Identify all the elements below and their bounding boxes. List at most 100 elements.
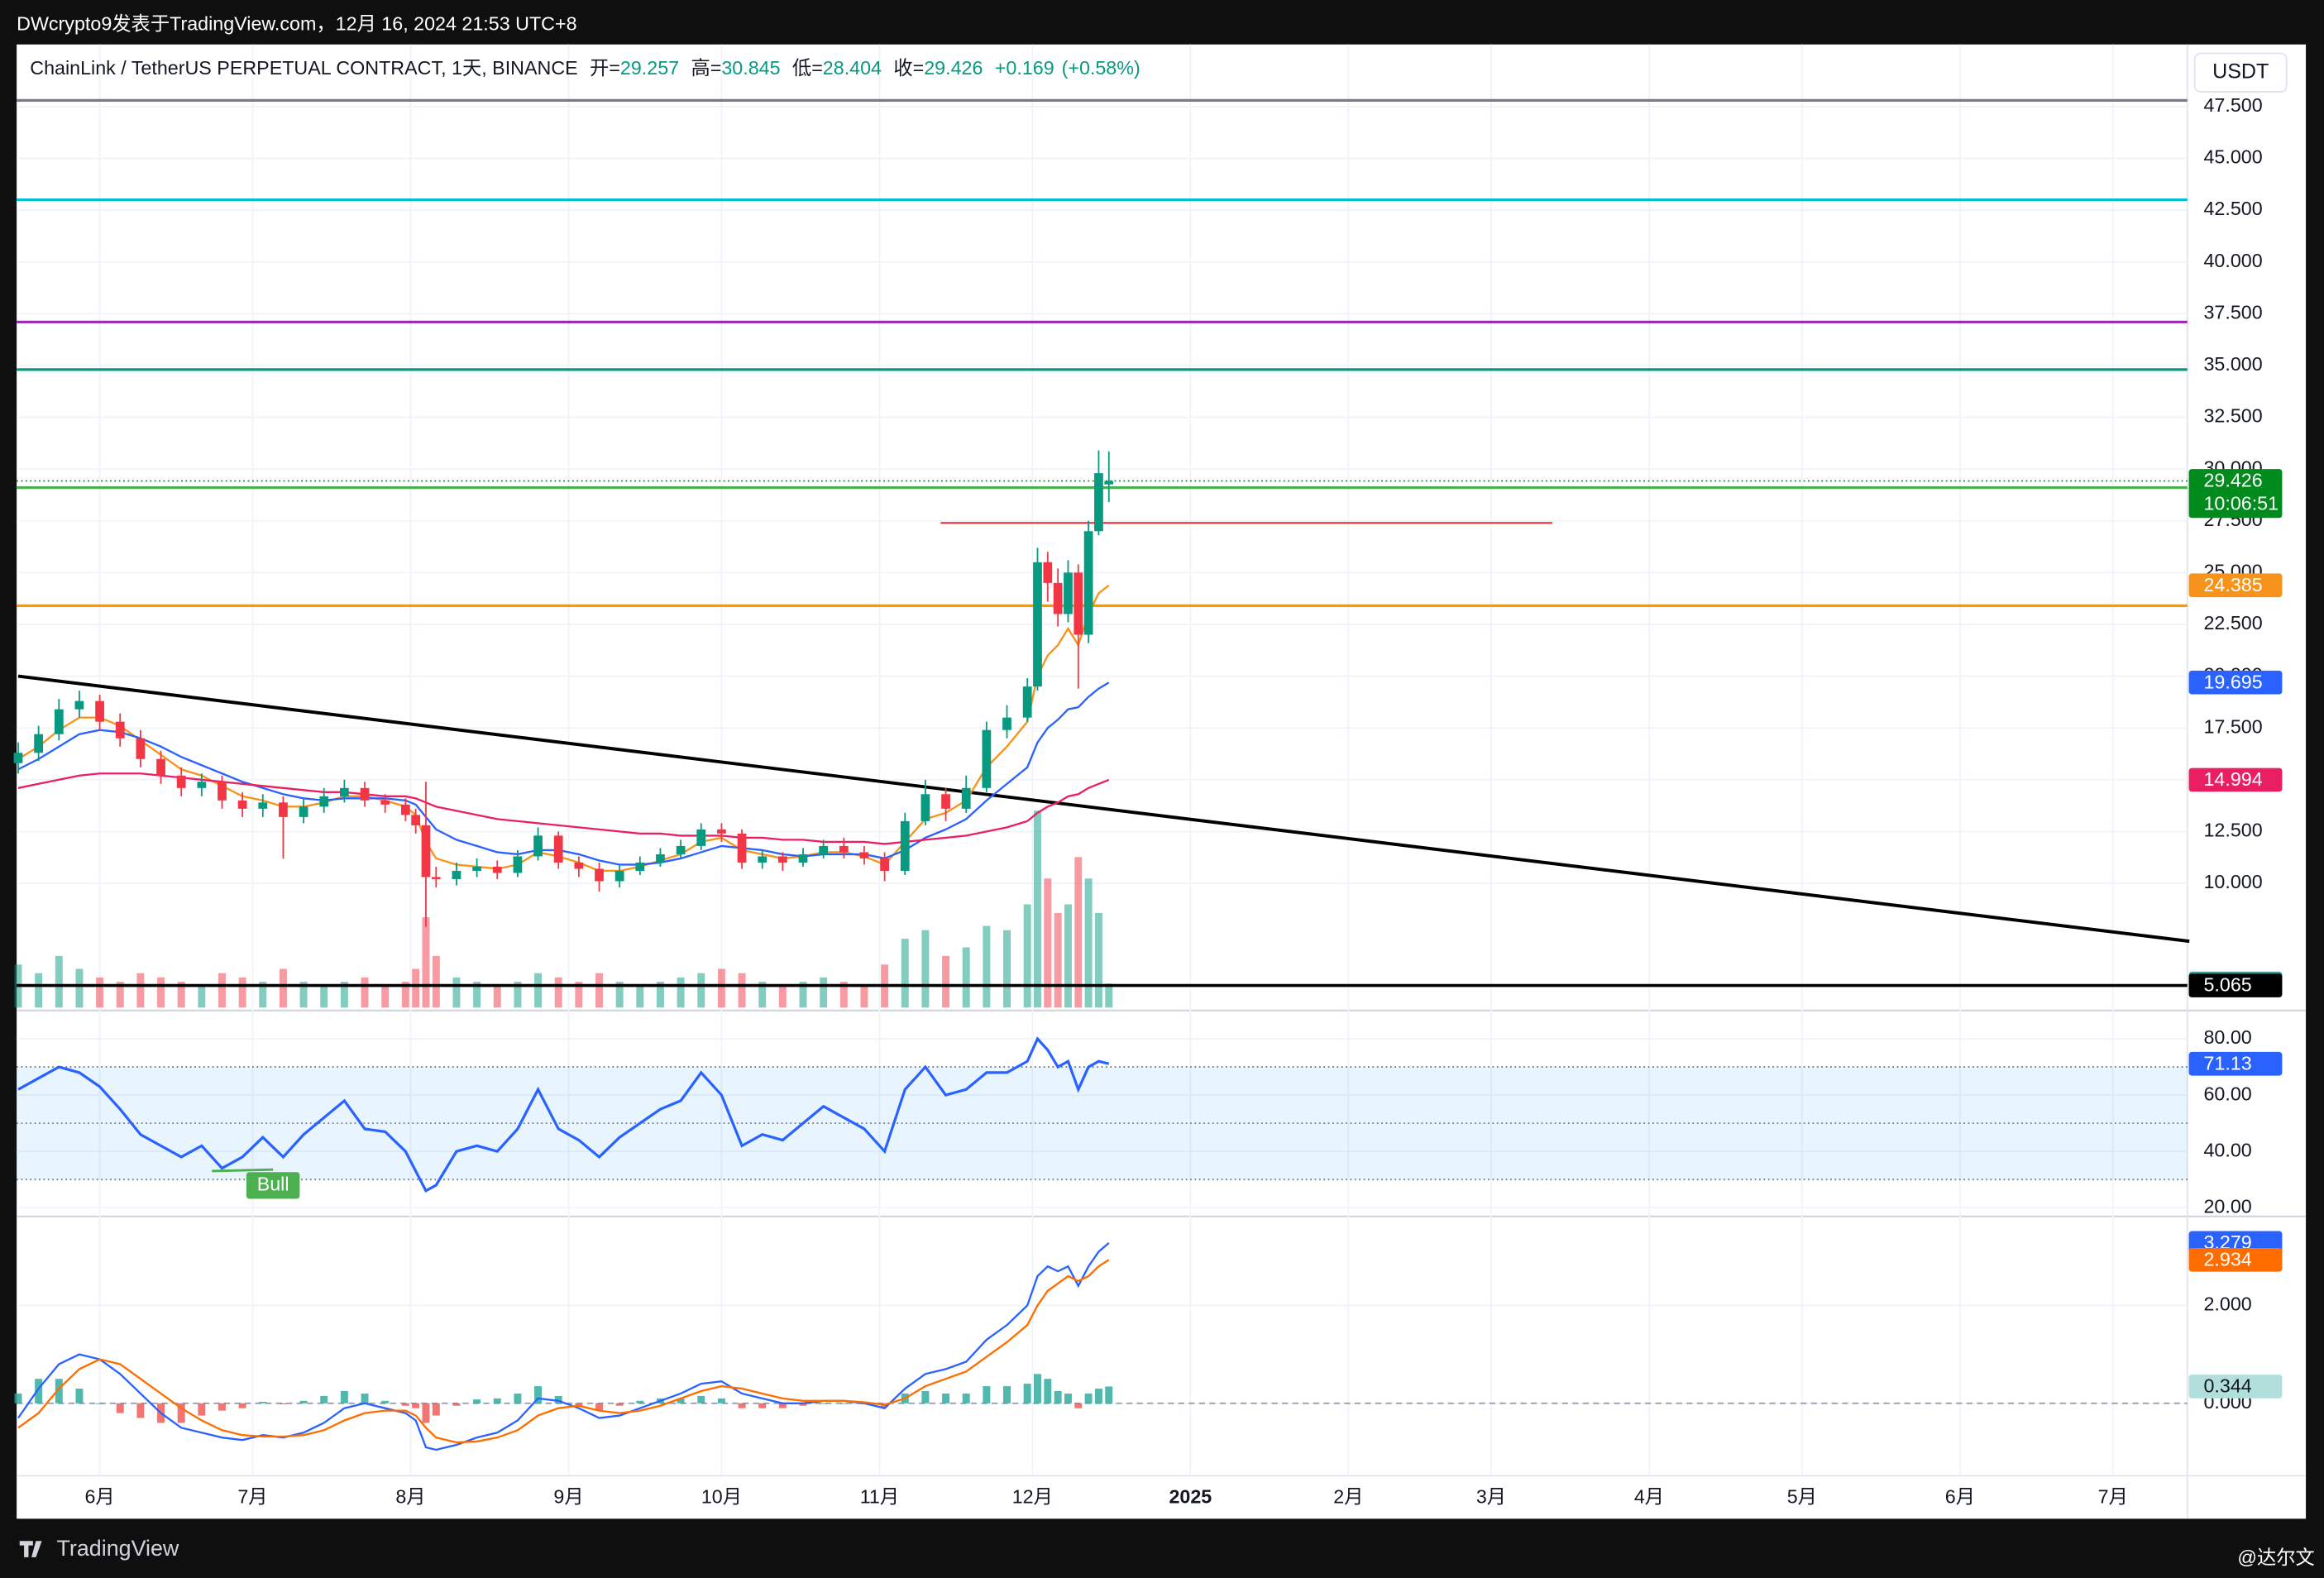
candle-body (1053, 582, 1063, 614)
volume-bar (839, 982, 848, 1008)
y-tick-label: 12.500 (2203, 820, 2262, 841)
volume-bar (1044, 878, 1052, 1008)
price-tag (2188, 670, 2283, 695)
macd-histogram-bar (1064, 1393, 1072, 1403)
volume-bar (422, 917, 430, 1008)
volume-bar (860, 986, 868, 1008)
volume-bar (1054, 912, 1062, 1008)
volume-bar (473, 982, 481, 1008)
candle-body (839, 845, 849, 853)
change-value: +0.169 (995, 57, 1054, 79)
candle-body (279, 802, 288, 817)
macd-histogram-bar (1105, 1386, 1113, 1403)
candle-body (574, 862, 584, 869)
candle-body (340, 787, 349, 796)
volume-bar (279, 968, 287, 1008)
candle-body (452, 870, 461, 879)
header-title: DWcrypto9发表于TradingView.com，12月 16, 2024… (17, 13, 576, 35)
macd-histogram-bar (422, 1403, 430, 1423)
candle-body (553, 835, 563, 863)
volume-bar (942, 955, 950, 1008)
volume-bar (432, 955, 440, 1008)
countdown: 10:06:51 (2203, 492, 2279, 514)
rsi-tick-label: 80.00 (2203, 1026, 2251, 1048)
candle-body (656, 854, 665, 863)
ohlc-label: 收= (893, 57, 924, 79)
ohlc-label: 高= (691, 57, 721, 79)
candle-body (717, 829, 726, 834)
candle-body (1094, 473, 1103, 532)
candle-body (1033, 562, 1042, 687)
y-tick-label: 32.500 (2203, 405, 2262, 427)
volume-bar (412, 968, 420, 1008)
divergence-line (212, 1168, 274, 1173)
change-percent: (+0.58%) (1062, 57, 1140, 79)
macd-histogram-bar (1034, 1374, 1041, 1403)
macd-histogram-bar (432, 1403, 440, 1416)
volume-bar (1064, 904, 1072, 1008)
macd-histogram-bar (493, 1398, 501, 1403)
x-tick-label: 3月 (1476, 1485, 1506, 1507)
price-tag (2188, 767, 2283, 792)
volume-bar (656, 982, 664, 1008)
candle-body (176, 775, 186, 788)
macd-histogram-bar (534, 1386, 543, 1403)
volume-bar (595, 973, 603, 1008)
rsi-tick-label: 20.00 (2203, 1195, 2251, 1217)
volume-bar (778, 986, 787, 1008)
macd-histogram-bar (381, 1400, 390, 1403)
ohlc-label: 开= (590, 57, 620, 79)
volume-bar (381, 986, 390, 1008)
macd-histogram-bar (116, 1403, 124, 1413)
macd-histogram-bar (238, 1403, 246, 1408)
macd-histogram-bar (320, 1395, 328, 1403)
candle-body (1022, 686, 1032, 718)
macd-histogram-bar (75, 1389, 84, 1403)
candle-body (411, 815, 421, 825)
macd-histogram-bar (820, 1403, 828, 1404)
volume-bar (493, 986, 501, 1008)
candle-body (95, 701, 104, 722)
candle-body (595, 868, 604, 882)
volume-bar (238, 977, 246, 1008)
price-tag (2188, 469, 2283, 519)
y-tick-label: 42.500 (2203, 198, 2262, 219)
volume-bar (75, 968, 84, 1008)
macd-histogram-bar (96, 1403, 104, 1404)
macd-histogram-bar (778, 1403, 787, 1408)
candle-body (819, 845, 829, 854)
rsi-line (17, 1036, 1110, 1193)
macd-histogram-bar (279, 1403, 287, 1404)
candle-body (1083, 531, 1093, 635)
rsi-tick-label: 60.00 (2203, 1083, 2251, 1104)
macd-histogram-bar (758, 1403, 767, 1408)
candle-body (513, 856, 523, 873)
legend: ChainLink / TetherUS PERPETUAL CONTRACT,… (30, 57, 1140, 79)
price-tag (2188, 1051, 2283, 1076)
price-tag-label: 5.065 (2203, 974, 2251, 996)
candle-body (54, 709, 64, 734)
macd-histogram-bar (361, 1393, 369, 1403)
macd-histogram-bar (717, 1398, 725, 1403)
candle-body (1043, 562, 1053, 583)
volume-bar (1074, 857, 1083, 1008)
y-tick-label: 37.500 (2203, 301, 2262, 323)
candle-body (34, 734, 44, 753)
volume-bar (136, 973, 145, 1008)
x-tick-label: 12月 (1012, 1485, 1053, 1507)
currency-label[interactable]: USDT (2212, 60, 2269, 83)
currency-button[interactable] (2193, 52, 2288, 93)
price-tag (2188, 1375, 2283, 1399)
x-tick-label: 8月 (395, 1485, 425, 1507)
volume-bar (361, 977, 369, 1008)
macd-histogram-bar (799, 1403, 807, 1406)
volume-bar (738, 973, 746, 1008)
macd-histogram-bar (1074, 1403, 1083, 1408)
watermark: @达尔文 (2237, 1547, 2314, 1568)
volume-bar (1105, 983, 1113, 1008)
volume-bar (157, 977, 165, 1008)
candle-body (400, 804, 410, 815)
candle-body (982, 729, 992, 788)
volume-bar (697, 973, 705, 1008)
